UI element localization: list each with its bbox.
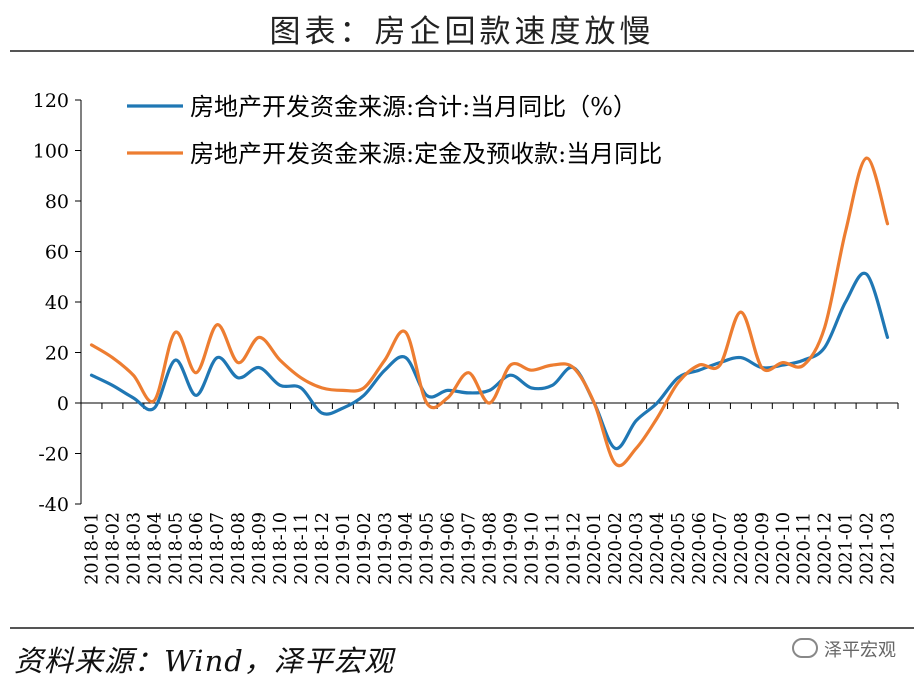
x-tick-label: 2019-06 [439, 512, 459, 585]
x-tick-label: 2020-04 [648, 512, 668, 585]
x-tick-label: 2019-09 [501, 512, 521, 585]
y-axis: -40 -20 0 20 40 60 80 100 120 [33, 90, 82, 516]
series-layer [89, 156, 890, 468]
legend-label-2: 房地产开发资金来源:定金及预收款:当月同比 [190, 140, 662, 168]
y-tick-label: 60 [45, 242, 69, 264]
x-tick-label: 2019-01 [334, 512, 354, 585]
y-tick-label: 40 [45, 292, 69, 314]
x-tick-label: 2018-11 [292, 512, 312, 585]
series-line-2 [89, 156, 890, 468]
x-tick-label: 2018-03 [124, 512, 144, 585]
x-tick-label: 2021-01 [837, 512, 857, 585]
x-tick-label: 2018-12 [313, 512, 333, 585]
x-tick-label: 2021-02 [858, 512, 878, 585]
x-tick-label: 2020-01 [585, 512, 605, 585]
x-tick-label: 2020-12 [816, 512, 836, 585]
watermark-text: 泽平宏观 [824, 640, 896, 661]
x-tick-label: 2018-10 [271, 512, 291, 585]
page-title: 图表：房企回款速度放慢 [269, 14, 655, 50]
x-tick-label: 2018-09 [250, 512, 270, 585]
x-axis: 2018-01 2018-02 2018-03 2018-04 2018-05 2018-… [80, 402, 899, 585]
series-line-1 [89, 271, 890, 451]
legend-label-1: 房地产开发资金来源:合计:当月同比（%） [190, 93, 637, 121]
x-tick-label: 2019-10 [522, 512, 542, 585]
source-note: 资料来源：Wind，泽平宏观 [14, 644, 394, 678]
x-tick-label: 2020-03 [627, 512, 647, 585]
x-tick-label: 2020-11 [795, 512, 815, 585]
x-tick-label: 2020-07 [711, 512, 731, 585]
y-tick-label: 80 [45, 191, 69, 213]
y-tick-label: -20 [38, 444, 69, 466]
title-divider [10, 50, 914, 52]
x-tick-label: 2020-02 [606, 512, 626, 585]
x-tick-label: 2019-11 [543, 512, 563, 585]
x-tick-label: 2020-05 [669, 512, 689, 585]
legend: 房地产开发资金来源:合计:当月同比（%） 房地产开发资金来源:定金及预收款:当月同… [127, 93, 662, 168]
x-tick-label: 2019-07 [460, 512, 480, 585]
x-tick-label: 2018-01 [82, 512, 102, 585]
y-tick-label: -40 [38, 494, 69, 516]
x-tick-label: 2018-05 [166, 512, 186, 585]
x-tick-label: 2019-04 [397, 512, 417, 585]
x-tick-label: 2020-10 [774, 512, 794, 585]
x-tick-label: 2018-07 [208, 512, 228, 585]
y-tick-label: 100 [33, 141, 69, 163]
x-tick-label: 2020-08 [732, 512, 752, 585]
x-tick-label: 2020-09 [753, 512, 773, 585]
x-tick-label: 2018-04 [145, 512, 165, 585]
y-tick-label: 0 [57, 393, 69, 415]
x-tick-label: 2019-05 [418, 512, 438, 585]
x-tick-label: 2019-12 [564, 512, 584, 585]
footer-divider [10, 627, 914, 629]
x-tick-label: 2019-02 [355, 512, 375, 585]
wechat-icon [792, 638, 818, 658]
x-tick-label: 2019-08 [481, 512, 501, 585]
watermark: 泽平宏观 [792, 636, 896, 662]
x-tick-label: 2018-08 [229, 512, 249, 585]
x-tick-label: 2019-03 [376, 512, 396, 585]
y-tick-label: 20 [45, 343, 69, 365]
x-tick-label: 2021-03 [879, 512, 899, 585]
x-tick-label: 2018-02 [103, 512, 123, 585]
x-tick-label: 2018-06 [187, 512, 207, 585]
y-tick-label: 120 [33, 90, 69, 112]
x-tick-label: 2020-06 [690, 512, 710, 585]
